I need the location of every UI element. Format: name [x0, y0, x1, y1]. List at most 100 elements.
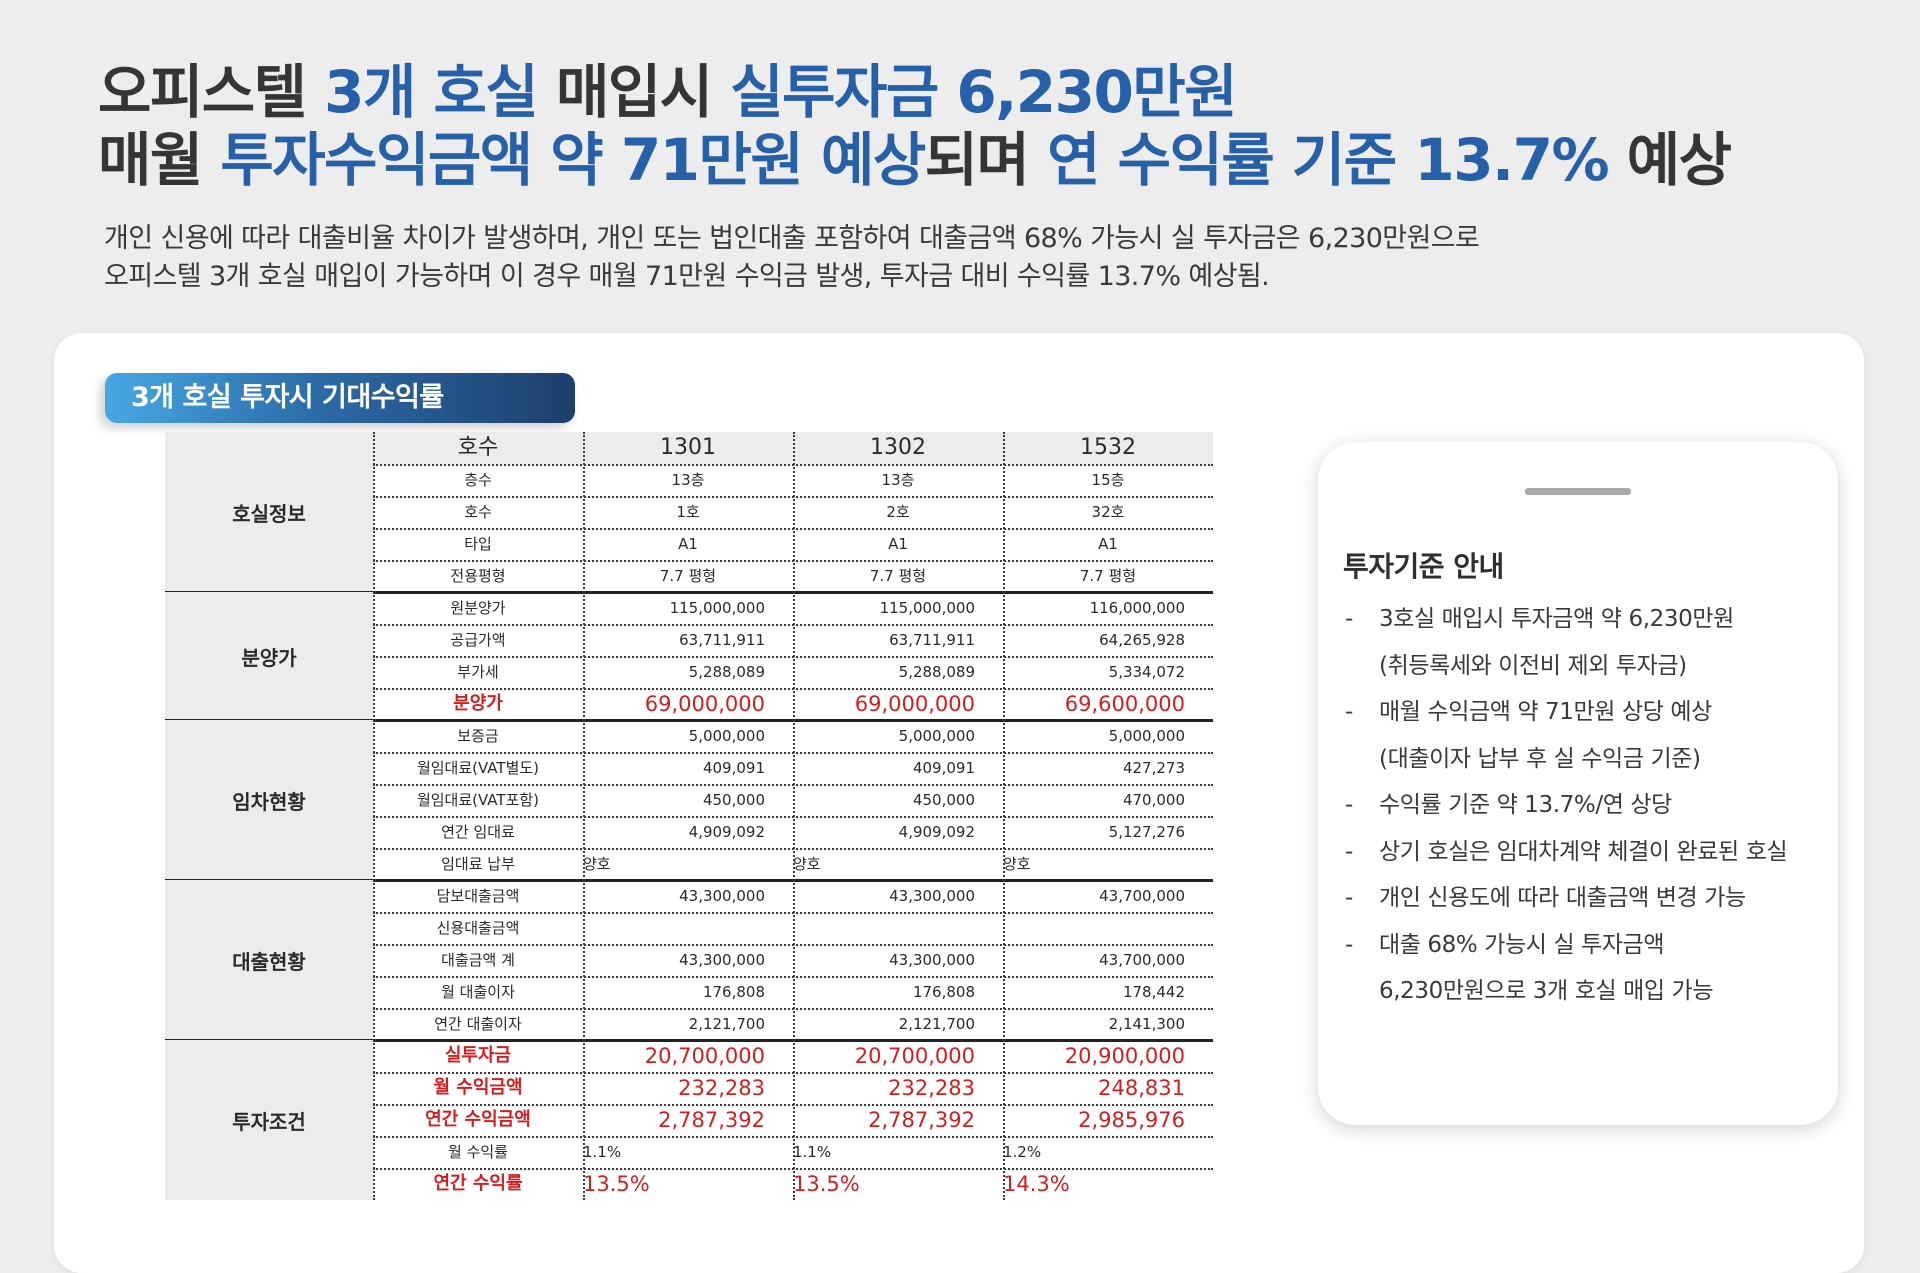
table-cell: 115,000,000	[669, 599, 765, 617]
group-label: 임차현황	[165, 720, 373, 880]
headline-segment: 매입시	[537, 58, 731, 126]
table-cell: 양호	[1003, 855, 1031, 873]
table-cell: 63,711,911	[889, 631, 975, 649]
subtitle-line-1: 개인 신용에 따라 대출비율 차이가 발생하며, 개인 또는 법인대출 포함하여…	[104, 223, 1480, 254]
bullet-item: - 대출 68% 가능시 실 투자금액	[1345, 922, 1787, 969]
column-divider	[583, 432, 585, 1200]
bullet-item: - 매월 수익금액 약 71만원 상당 예상	[1345, 689, 1787, 736]
table-cell	[793, 912, 975, 944]
table-cell: 450,000	[702, 791, 765, 809]
table-cell: 63,711,911	[679, 631, 765, 649]
group-label: 투자조건	[165, 1040, 373, 1200]
bullet-dash: -	[1345, 838, 1353, 865]
row-label: 월임대료(VAT별도)	[416, 759, 540, 777]
headline-segment: 매월	[98, 126, 221, 194]
table-cell: 2,985,976	[1078, 1108, 1185, 1132]
table-cell: 7.7 평형	[1079, 567, 1137, 585]
table-cell: 2호	[886, 503, 910, 521]
table-cell: 20,900,000	[1064, 1044, 1185, 1068]
card-handle	[1525, 488, 1631, 495]
row-label: 전용평형	[450, 567, 506, 585]
table-cell: 116,000,000	[1089, 599, 1185, 617]
group-divider	[165, 591, 1213, 594]
info-card	[1318, 442, 1838, 1125]
table-cell: 178,442	[1122, 983, 1185, 1001]
table-cell: 5,288,089	[688, 663, 765, 681]
table-cell: 115,000,000	[879, 599, 975, 617]
group-divider	[165, 879, 1213, 882]
table-cell: 450,000	[912, 791, 975, 809]
table-header-label: 호수	[457, 435, 499, 460]
row-label: 연간 임대료	[441, 823, 515, 841]
row-label: 연간 수익금액	[425, 1109, 531, 1130]
subtitle: 개인 신용에 따라 대출비율 차이가 발생하며, 개인 또는 법인대출 포함하여…	[104, 220, 1480, 296]
bullet-text: 3호실 매입시 투자금액 약 6,230만원	[1379, 606, 1734, 632]
table-cell: 470,000	[1122, 791, 1185, 809]
table-cell: 176,808	[702, 983, 765, 1001]
table-cell: 69,000,000	[644, 692, 765, 716]
row-label: 월 대출이자	[441, 983, 515, 1001]
table-cell: 양호	[583, 855, 611, 873]
bullet-text: (취등록세와 이전비 제외 투자금)	[1379, 652, 1687, 679]
row-label: 대출금액 계	[441, 951, 515, 969]
row-label: 층수	[464, 471, 492, 489]
table-cell: 2,787,392	[658, 1108, 765, 1132]
table-cell	[583, 912, 765, 944]
bullet-text: (대출이자 납부 후 실 수익금 기준)	[1379, 745, 1701, 772]
table-cell: 1호	[676, 503, 700, 521]
group-divider	[165, 1039, 1213, 1042]
row-label: 월 수익률	[448, 1143, 508, 1161]
group-label: 대출현황	[165, 880, 373, 1040]
row-label: 담보대출금액	[436, 887, 520, 905]
headline-segment: 되며	[924, 126, 1048, 194]
row-label: 신용대출금액	[436, 919, 520, 937]
group-label: 분양가	[165, 592, 373, 720]
bullet-continuation: 6,230만원으로 3개 호실 매입 가능	[1345, 968, 1787, 1015]
table-cell: 69,000,000	[854, 692, 975, 716]
table-cell	[1003, 912, 1185, 944]
column-divider	[793, 432, 795, 1200]
table-cell: 양호	[793, 855, 821, 873]
headline-segment: 3개 호실	[324, 58, 539, 126]
headline-segment: 예상	[1608, 126, 1732, 194]
headline-segment: 오피스텔	[98, 58, 325, 126]
table-cell: 1.1%	[793, 1143, 832, 1161]
bullet-text: 개인 신용도에 따라 대출금액 변경 가능	[1379, 885, 1746, 911]
headline-segment: 연 수익률 기준 13.7%	[1047, 126, 1609, 194]
bullet-dash: -	[1345, 885, 1353, 911]
bullet-item: - 상기 호실은 임대차계약 체결이 완료된 호실	[1345, 829, 1788, 876]
table-cell: 4,909,092	[898, 823, 975, 841]
column-divider	[1003, 432, 1005, 1200]
table-cell: 13.5%	[583, 1172, 650, 1196]
table-cell: A1	[678, 535, 698, 553]
table-cell: 13층	[881, 471, 915, 489]
table-cell: 5,000,000	[688, 727, 765, 745]
row-label: 공급가액	[450, 631, 506, 649]
row-label: 보증금	[457, 727, 499, 745]
table-cell: 232,283	[888, 1076, 975, 1100]
table-cell: 32호	[1091, 503, 1125, 521]
headline-segment: 실투자금 6,230만원	[730, 58, 1237, 126]
row-label: 월임대료(VAT포함)	[416, 791, 540, 809]
table-cell: 1.2%	[1003, 1143, 1042, 1161]
table-cell: 43,300,000	[889, 887, 975, 905]
row-label: 원분양가	[450, 599, 506, 617]
table-cell: 232,283	[678, 1076, 765, 1100]
headline-line-2: 매월 투자수익금액 약 71만원 예상되며 연 수익률 기준 13.7% 예상	[98, 126, 1732, 194]
table-header-unit: 1301	[660, 435, 716, 460]
table-cell: 15층	[1091, 471, 1125, 489]
row-label: 연간 대출이자	[434, 1015, 522, 1033]
table-cell: 176,808	[912, 983, 975, 1001]
table-cell: 64,265,928	[1099, 631, 1185, 649]
bullet-text: 매월 수익금액 약 71만원 상당 예상	[1379, 699, 1712, 725]
table-cell: 43,700,000	[1099, 951, 1185, 969]
table-header-unit: 1302	[870, 435, 926, 460]
bullet-item: - 수익률 기준 약 13.7%/연 상당	[1345, 782, 1787, 829]
row-label: 부가세	[457, 663, 499, 681]
table-cell: 2,121,700	[898, 1015, 975, 1033]
headline: 오피스텔 3개 호실 매입시 실투자금 6,230만원 매월 투자수익금액 약 …	[98, 58, 1732, 194]
headline-line-1: 오피스텔 3개 호실 매입시 실투자금 6,230만원	[98, 58, 1731, 126]
table-header-unit: 1532	[1080, 435, 1136, 460]
column-divider	[373, 432, 375, 1200]
group-label: 호실정보	[165, 432, 373, 592]
